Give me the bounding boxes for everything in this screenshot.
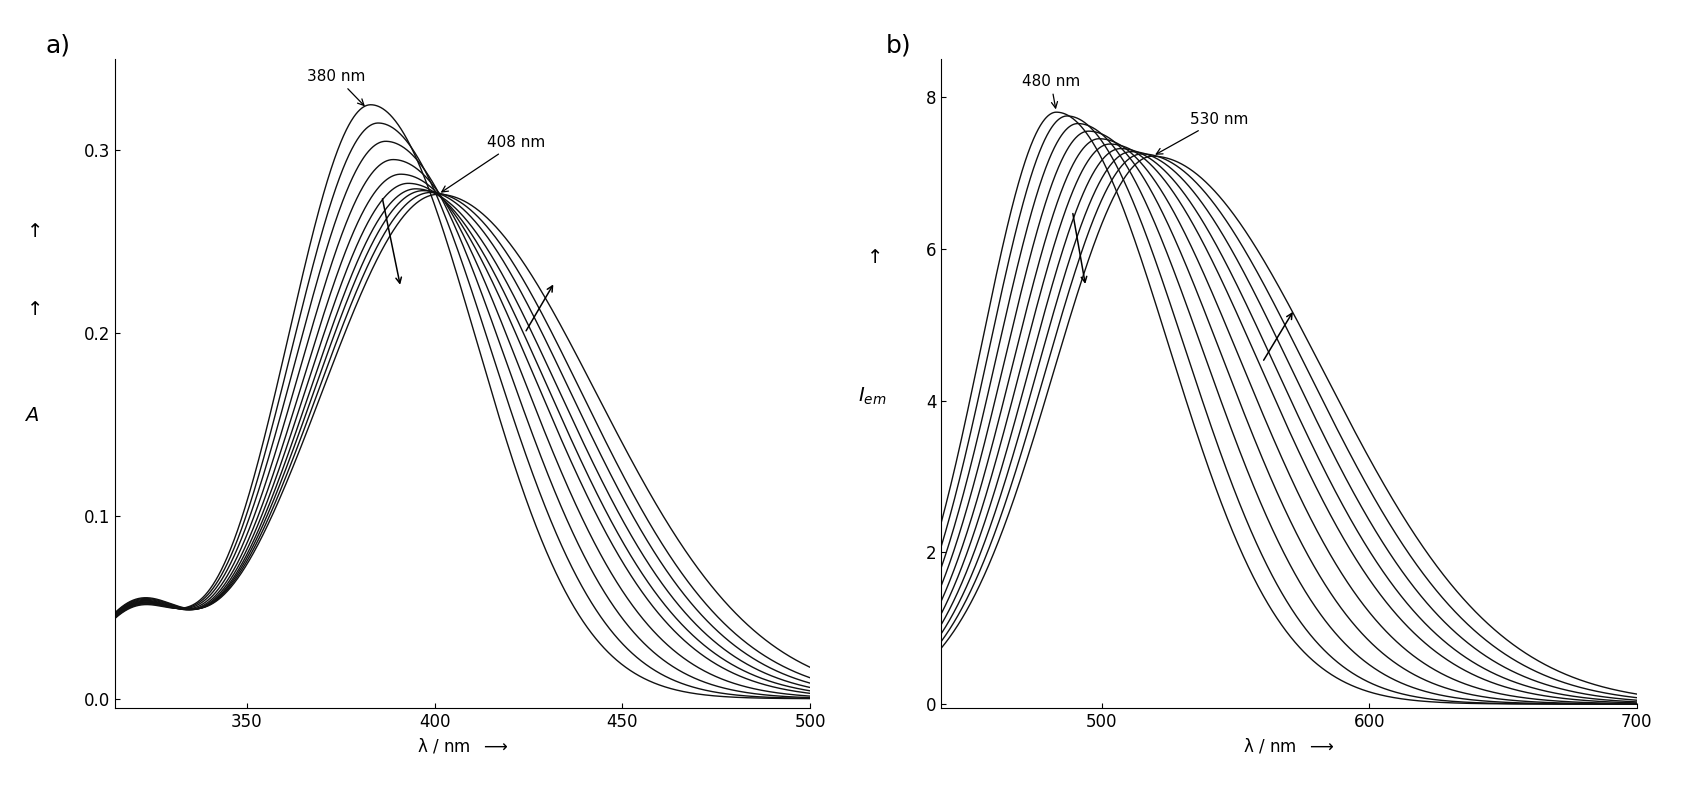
X-axis label: λ / nm  $\longrightarrow$: λ / nm $\longrightarrow$ (1243, 736, 1334, 755)
Text: 380 nm: 380 nm (307, 69, 364, 105)
Text: $\uparrow$: $\uparrow$ (22, 299, 40, 318)
Text: 530 nm: 530 nm (1156, 111, 1248, 154)
Text: A: A (25, 406, 39, 425)
Text: $I_{em}$: $I_{em}$ (857, 386, 886, 407)
Text: 408 nm: 408 nm (442, 135, 545, 192)
Text: $\uparrow$: $\uparrow$ (22, 222, 40, 241)
Text: b): b) (886, 33, 911, 57)
X-axis label: λ / nm  $\longrightarrow$: λ / nm $\longrightarrow$ (417, 736, 508, 755)
Text: 480 nm: 480 nm (1022, 73, 1080, 108)
Text: $\uparrow$: $\uparrow$ (862, 248, 881, 267)
Text: a): a) (46, 33, 71, 57)
